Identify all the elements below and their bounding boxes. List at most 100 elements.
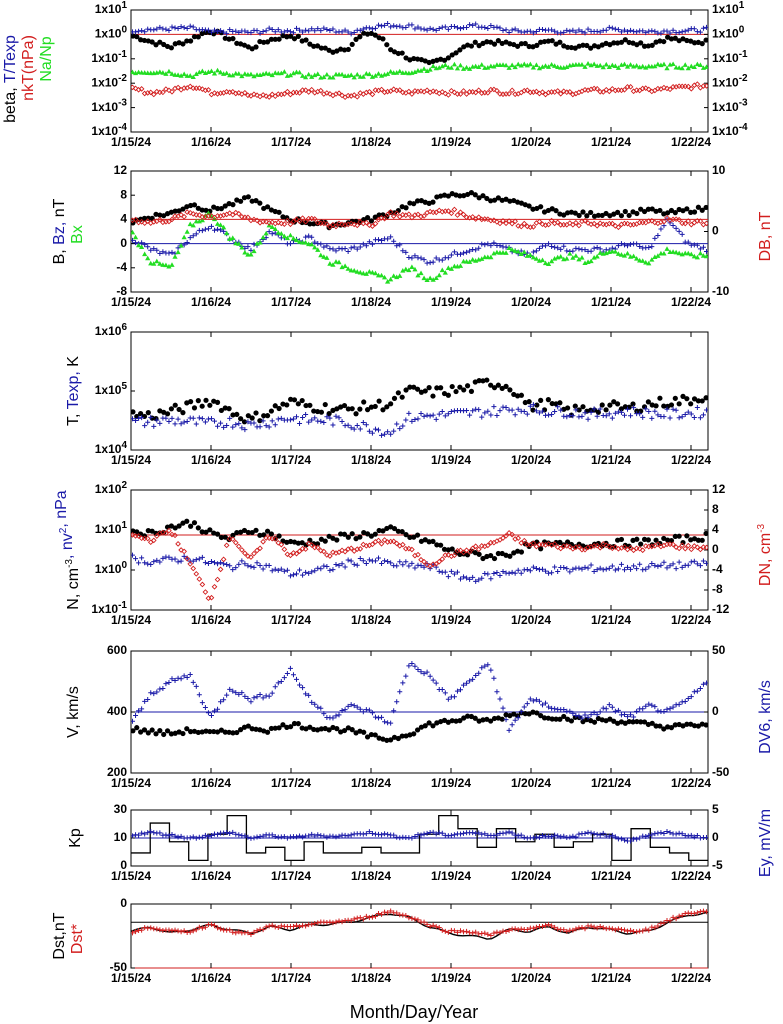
data-point <box>232 539 239 546</box>
data-point <box>436 558 443 565</box>
data-point <box>521 220 528 227</box>
data-point <box>138 37 144 43</box>
data-point <box>552 706 558 712</box>
data-point <box>215 29 221 35</box>
data-point <box>606 833 612 839</box>
y-tick-label: 1x10-4 <box>712 122 748 139</box>
data-point <box>281 233 287 239</box>
data-point <box>300 685 306 691</box>
data-point <box>584 213 590 219</box>
data-point <box>351 561 357 567</box>
x-tick-label: 1/16/24 <box>191 613 231 627</box>
data-point <box>399 733 405 739</box>
data-point <box>480 193 486 199</box>
data-point <box>703 64 708 69</box>
data-point <box>521 249 527 255</box>
data-point <box>682 545 689 552</box>
data-point <box>245 529 251 536</box>
data-point <box>694 61 700 67</box>
data-point <box>281 546 288 553</box>
data-point <box>457 209 464 216</box>
data-point <box>217 69 224 75</box>
data-point <box>558 254 564 259</box>
data-point <box>518 392 525 398</box>
data-point <box>212 27 218 33</box>
data-point <box>300 414 306 420</box>
data-point <box>673 831 679 837</box>
data-point <box>479 831 485 837</box>
data-point <box>175 26 181 32</box>
data-point <box>357 244 363 250</box>
data-point <box>488 63 494 69</box>
y-tick-label: 0 <box>712 704 719 718</box>
data-point <box>530 407 536 413</box>
data-point <box>409 915 415 921</box>
data-point <box>317 547 324 554</box>
data-point <box>685 218 692 224</box>
data-point <box>673 249 679 255</box>
data-point <box>175 541 181 547</box>
data-point <box>521 61 527 67</box>
data-point <box>311 221 317 227</box>
data-point <box>214 576 221 583</box>
data-point <box>272 29 278 35</box>
data-point <box>488 254 494 260</box>
data-point <box>570 248 576 254</box>
data-point <box>566 220 573 226</box>
data-point <box>372 426 378 432</box>
data-point <box>703 680 708 686</box>
data-point <box>645 537 651 543</box>
data-point <box>573 219 579 226</box>
data-point <box>442 24 448 30</box>
data-point <box>615 926 621 932</box>
data-point <box>227 927 233 933</box>
data-point <box>266 923 272 929</box>
data-point <box>473 929 479 935</box>
data-point <box>652 235 658 241</box>
data-point <box>509 722 515 728</box>
data-point <box>643 406 649 412</box>
data-point <box>555 569 561 575</box>
data-point <box>178 212 184 218</box>
data-point <box>527 61 533 67</box>
data-point <box>567 834 573 840</box>
data-point <box>403 673 409 679</box>
data-point <box>157 24 163 30</box>
data-point <box>594 245 600 251</box>
data-point <box>628 241 634 247</box>
data-point <box>476 378 482 384</box>
data-point <box>327 28 333 34</box>
data-point <box>221 424 227 430</box>
data-point <box>342 832 348 838</box>
data-point <box>649 206 655 212</box>
data-point <box>615 65 622 70</box>
data-point <box>178 242 184 248</box>
data-point <box>641 536 648 542</box>
data-point <box>424 669 430 675</box>
data-point <box>199 403 205 409</box>
data-point <box>131 416 136 422</box>
data-point <box>673 544 679 550</box>
x-tick-label: 1/15/24 <box>111 613 151 627</box>
data-point <box>579 62 585 67</box>
x-tick-label: 1/20/24 <box>511 295 551 309</box>
data-point <box>260 538 266 545</box>
data-point <box>276 533 282 539</box>
data-point <box>233 240 239 246</box>
data-point <box>579 413 585 419</box>
data-point <box>181 234 187 240</box>
y-tick-label: 1x100 <box>95 24 128 41</box>
data-point <box>618 409 624 415</box>
data-point <box>539 832 545 838</box>
data-point <box>684 206 690 212</box>
data-point <box>467 678 473 684</box>
data-point <box>345 249 351 255</box>
data-point <box>451 206 458 213</box>
data-point <box>369 541 376 548</box>
data-point <box>518 832 524 838</box>
data-point <box>485 571 491 577</box>
data-point <box>381 274 388 280</box>
data-point <box>642 85 649 91</box>
data-point <box>533 29 539 35</box>
data-point <box>494 832 500 838</box>
